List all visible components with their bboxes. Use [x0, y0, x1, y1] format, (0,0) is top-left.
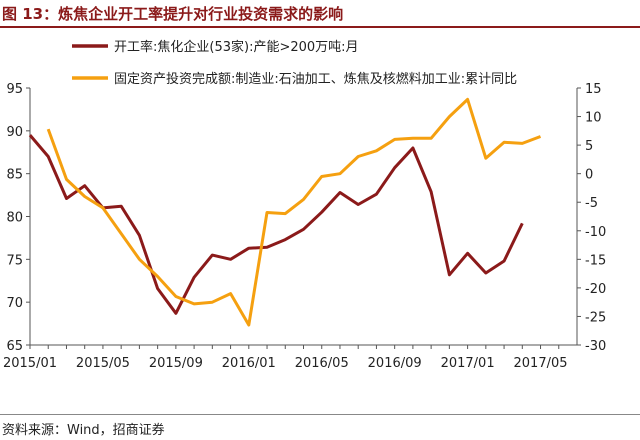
left-tick-label: 80: [6, 211, 23, 226]
series-line-1: [30, 135, 522, 313]
right-tick-label: -20: [585, 282, 606, 297]
left-tick-label: 90: [6, 125, 23, 140]
right-tick-label: 15: [585, 82, 602, 97]
right-tick-label: -10: [585, 225, 606, 240]
series-line-2: [48, 99, 540, 325]
title-bar: 图 13：炼焦企业开工率提升对行业投资需求的影响: [0, 0, 640, 28]
x-tick-label: 2016/01: [222, 356, 276, 371]
right-tick-label: -5: [585, 196, 598, 211]
right-tick-label: -30: [585, 339, 606, 354]
chart-title: 图 13：炼焦企业开工率提升对行业投资需求的影响: [2, 3, 343, 24]
left-tick-label: 95: [6, 82, 23, 97]
left-tick-label: 75: [6, 253, 23, 268]
chart-svg: 65 70 75 80 85 90 95 -30 -25 -20 -15 -10 -5 0 5 10 15 201…: [0, 28, 640, 413]
x-tick-label: 2016/05: [295, 356, 349, 371]
source-bar: 资料来源：Wind，招商证券: [0, 414, 640, 440]
left-tick-label: 85: [6, 168, 23, 183]
chart-area: 65 70 75 80 85 90 95 -30 -25 -20 -15 -10 -5 0 5 10 15 201…: [0, 28, 640, 413]
legend-label-2: 固定资产投资完成额:制造业:石油加工、炼焦及核燃料加工业:累计同比: [114, 71, 517, 87]
x-tick-label: 2016/09: [368, 356, 422, 371]
x-tick-label: 2015/05: [76, 356, 130, 371]
left-tick-label: 65: [6, 339, 23, 354]
right-tick-label: 10: [585, 111, 602, 126]
source-note: 资料来源：Wind，招商证券: [2, 419, 165, 438]
right-tick-label: -25: [585, 310, 606, 325]
left-tick-label: 70: [6, 296, 23, 311]
right-tick-label: 0: [585, 168, 593, 183]
right-tick-label: 5: [585, 139, 593, 154]
right-tick-label: -15: [585, 253, 606, 268]
x-tick-label: 2017/05: [514, 356, 568, 371]
legend-label-1: 开工率:焦化企业(53家):产能>200万吨:月: [114, 39, 359, 55]
x-tick-label: 2015/01: [3, 356, 57, 371]
x-tick-label: 2017/01: [441, 356, 495, 371]
x-tick-label: 2015/09: [149, 356, 203, 371]
